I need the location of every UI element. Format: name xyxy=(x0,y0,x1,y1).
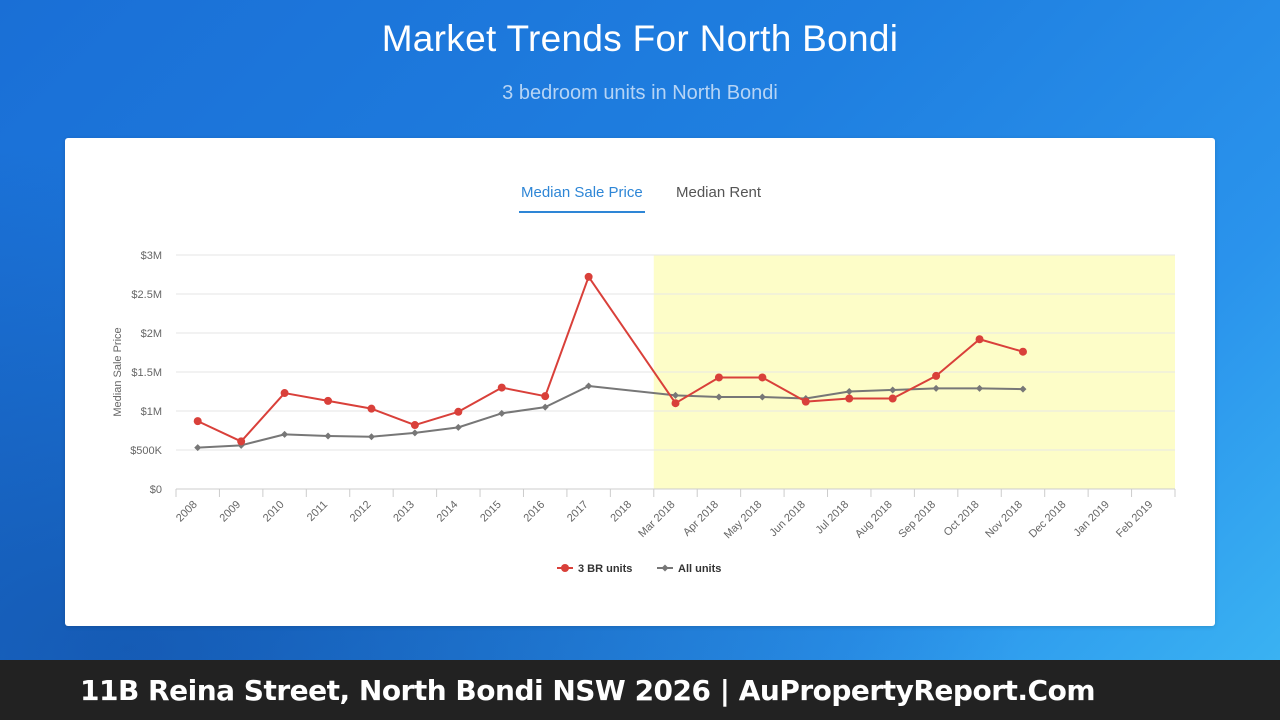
y-tick-label: $2.5M xyxy=(131,289,162,301)
tab-median-sale-price[interactable]: Median Sale Price xyxy=(519,182,645,213)
chart-tabs: Median Sale Price Median Rent xyxy=(65,182,1215,222)
x-tick-label: Sep 2018 xyxy=(896,499,938,541)
y-tick-label: $0 xyxy=(150,484,162,496)
y-tick-label: $1M xyxy=(141,406,162,418)
data-point xyxy=(584,272,593,281)
data-point xyxy=(324,396,333,405)
data-point xyxy=(541,403,549,411)
data-point xyxy=(801,397,810,406)
y-tick-label: $2M xyxy=(141,328,162,340)
data-point xyxy=(845,388,853,395)
y-axis-title: Median Sale Price xyxy=(112,327,124,416)
x-tick-label: 2016 xyxy=(522,499,548,525)
data-point xyxy=(410,421,419,430)
x-tick-label: Apr 2018 xyxy=(681,499,721,539)
x-tick-label: 2014 xyxy=(435,499,461,525)
data-point xyxy=(541,392,550,401)
x-tick-label: Oct 2018 xyxy=(942,499,982,539)
data-point xyxy=(585,382,593,390)
legend-label: 3 BR units xyxy=(578,563,632,575)
data-point xyxy=(671,399,680,408)
x-tick-label: 2009 xyxy=(217,499,243,525)
data-point xyxy=(975,335,984,344)
tab-median-rent[interactable]: Median Rent xyxy=(676,184,762,201)
data-point xyxy=(367,404,376,413)
data-point xyxy=(324,432,332,440)
data-point xyxy=(497,383,506,392)
data-point xyxy=(498,409,506,417)
y-tick-label: $1.5M xyxy=(131,367,162,379)
data-point xyxy=(714,373,723,382)
data-point xyxy=(237,437,246,446)
x-tick-label: Nov 2018 xyxy=(983,499,1025,541)
y-tick-label: $500K xyxy=(130,445,162,457)
x-tick-label: 2013 xyxy=(391,499,417,525)
page-title: Market Trends For North Bondi xyxy=(381,18,899,59)
data-point xyxy=(889,386,897,394)
data-point xyxy=(454,407,463,416)
data-point xyxy=(1019,385,1027,393)
x-tick-label: Mar 2018 xyxy=(636,499,677,540)
data-point xyxy=(281,430,289,438)
legend-marker xyxy=(561,564,569,572)
x-tick-label: 2011 xyxy=(305,499,330,524)
footer-bar: 11B Reina Street, North Bondi NSW 2026 |… xyxy=(0,660,1280,720)
data-point xyxy=(888,394,897,403)
x-tick-label: Jun 2018 xyxy=(767,499,807,539)
x-tick-label: 2017 xyxy=(565,499,591,525)
data-point xyxy=(672,391,679,399)
chart-card: Median Sale Price Median Rent $0 $500K $1M… xyxy=(65,138,1215,626)
data-point xyxy=(194,444,202,452)
x-tick-label: Aug 2018 xyxy=(853,499,895,541)
y-tick-label: $3M xyxy=(141,250,162,262)
x-tick-label: Jul 2018 xyxy=(813,499,851,537)
data-point xyxy=(454,423,462,431)
data-point xyxy=(193,417,202,426)
x-tick-label: 2012 xyxy=(348,499,374,525)
line-chart: $0 $500K $1M $1.5M $2M $2.5M $3M Median Sale Pr… xyxy=(112,250,1176,575)
footer-text: 11B Reina Street, North Bondi NSW 2026 |… xyxy=(80,674,1096,707)
data-point xyxy=(758,373,767,382)
x-tick-label: 2008 xyxy=(174,499,200,525)
data-point xyxy=(1018,347,1027,356)
data-point xyxy=(976,384,984,392)
data-point xyxy=(845,394,854,403)
x-tick-label: 2015 xyxy=(478,499,504,525)
legend-marker xyxy=(661,564,669,572)
data-point xyxy=(932,384,940,392)
data-point xyxy=(280,389,289,398)
x-tick-label: May 2018 xyxy=(722,499,765,542)
data-point xyxy=(715,393,723,401)
data-point xyxy=(367,433,375,441)
data-point xyxy=(932,371,941,380)
x-tick-label: 2010 xyxy=(261,499,287,525)
x-tick-label: Dec 2018 xyxy=(1027,499,1069,541)
x-tick-label: Jan 2019 xyxy=(1071,499,1111,539)
data-point xyxy=(758,393,766,401)
page-subtitle: 3 bedroom units in North Bondi xyxy=(502,82,778,104)
x-tick-label: 2018 xyxy=(608,499,634,525)
data-point xyxy=(411,429,419,437)
x-tick-label: Feb 2019 xyxy=(1114,499,1155,540)
legend-label: All units xyxy=(678,563,721,575)
